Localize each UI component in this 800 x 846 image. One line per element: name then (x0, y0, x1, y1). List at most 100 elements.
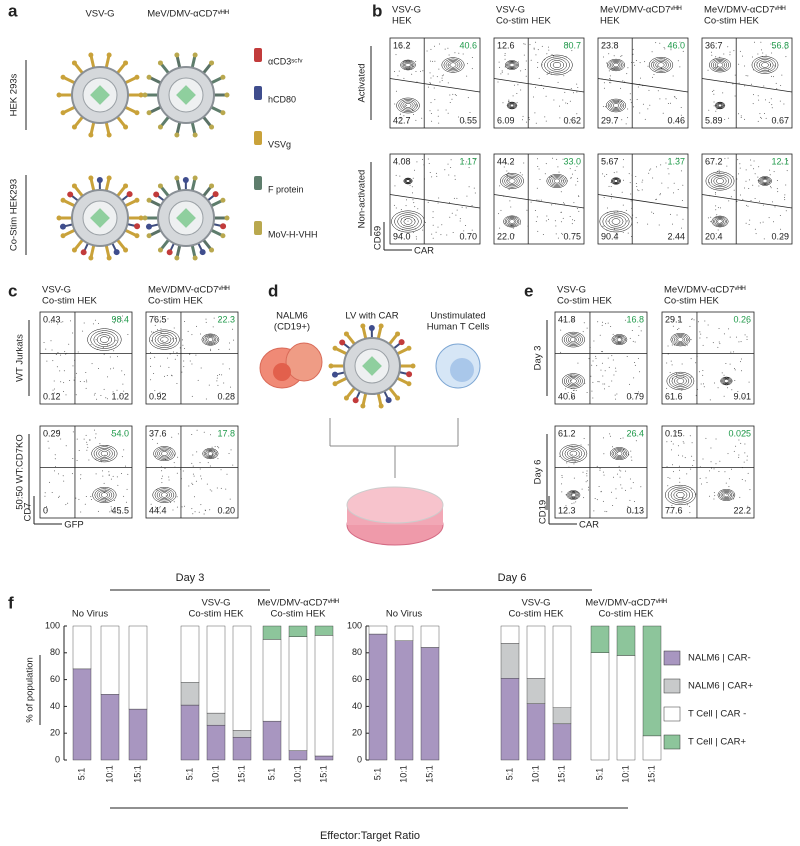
event-dot (771, 52, 773, 54)
event-dot (740, 115, 742, 117)
quadrant-value: 98.4 (111, 314, 129, 324)
event-dot (671, 504, 673, 506)
event-dot (572, 219, 574, 221)
event-dot (508, 172, 510, 174)
event-dot (573, 395, 575, 397)
schematic-label: LV with CAR (345, 311, 398, 322)
quadrant-value: 0.28 (217, 391, 235, 401)
event-dot (726, 493, 728, 495)
contour (759, 176, 771, 186)
contour (605, 214, 627, 229)
event-dot (415, 60, 417, 62)
event-dot (171, 338, 173, 340)
event-dot (630, 102, 632, 104)
event-dot (521, 174, 523, 176)
event-dot (597, 381, 599, 383)
event-dot (758, 99, 760, 101)
event-dot (582, 331, 584, 333)
event-dot (217, 458, 219, 460)
spike-head (378, 323, 384, 329)
quadrant-value: 29.7 (601, 115, 619, 125)
event-dot (447, 47, 449, 49)
event-dot (665, 162, 667, 164)
event-dot (715, 56, 717, 58)
event-dot (395, 234, 397, 236)
spike (396, 347, 409, 356)
event-dot (474, 158, 476, 160)
event-dot (729, 336, 731, 338)
event-dot (612, 359, 614, 361)
event-dot (452, 231, 454, 233)
event-dot (681, 498, 683, 500)
event-dot (729, 54, 731, 56)
event-dot (746, 323, 748, 325)
event-dot (639, 371, 641, 373)
bar-segment (232, 730, 252, 738)
event-dot (604, 160, 606, 162)
dish-top (346, 486, 444, 524)
quadrant-value: 12.6 (497, 40, 515, 50)
event-dot (217, 446, 219, 448)
spike-head (88, 132, 94, 138)
event-dot (122, 383, 124, 385)
event-dot (108, 471, 110, 473)
event-dot (659, 194, 661, 196)
event-dot (535, 221, 537, 223)
event-dot (682, 50, 684, 52)
event-dot (72, 431, 74, 433)
spike (89, 178, 96, 192)
group-label: No Virus (386, 609, 423, 620)
column-header: VSV-G (496, 5, 525, 16)
event-dot (586, 473, 588, 475)
event-dot (563, 202, 565, 204)
event-dot (762, 221, 764, 223)
bar-segment (314, 625, 334, 636)
contour (509, 103, 515, 108)
event-dot (60, 354, 62, 356)
event-dot (64, 351, 66, 353)
event-dot (154, 356, 156, 358)
event-dot (770, 98, 772, 100)
contour (568, 335, 579, 344)
event-dot (448, 54, 450, 56)
contour (613, 449, 626, 458)
event-dot (400, 117, 402, 119)
costim-stalk (121, 194, 129, 202)
contour (544, 56, 570, 74)
event-dot (785, 41, 787, 43)
legend-icon (254, 131, 262, 145)
event-dot (454, 178, 456, 180)
event-dot (573, 463, 575, 465)
event-dot (80, 474, 82, 476)
event-dot (407, 45, 409, 47)
spike (73, 238, 84, 251)
event-dot (218, 447, 220, 449)
event-dot (107, 376, 109, 378)
event-dot (126, 488, 128, 490)
event-dot (585, 481, 587, 483)
row-label: Co-Stim HEK293 (9, 179, 20, 251)
quadrant-value: 44.4 (149, 505, 167, 515)
event-dot (427, 158, 429, 160)
event-dot (657, 90, 659, 92)
event-dot (606, 207, 608, 209)
quadrant-value: 16.8 (626, 314, 644, 324)
event-dot (659, 98, 661, 100)
event-dot (536, 199, 538, 201)
spike (104, 178, 111, 192)
event-dot (571, 503, 573, 505)
event-dot (744, 480, 746, 482)
event-dot (432, 224, 434, 226)
event-dot (634, 364, 636, 366)
event-dot (744, 443, 746, 445)
event-dot (200, 333, 202, 335)
event-dot (774, 65, 776, 67)
event-dot (744, 85, 746, 87)
event-dot (113, 500, 115, 502)
quadrant-value: 1.17 (459, 156, 477, 166)
event-dot (612, 446, 614, 448)
event-dot (723, 395, 725, 397)
event-dot (582, 471, 584, 473)
event-dot (763, 238, 765, 240)
event-dot (650, 168, 652, 170)
